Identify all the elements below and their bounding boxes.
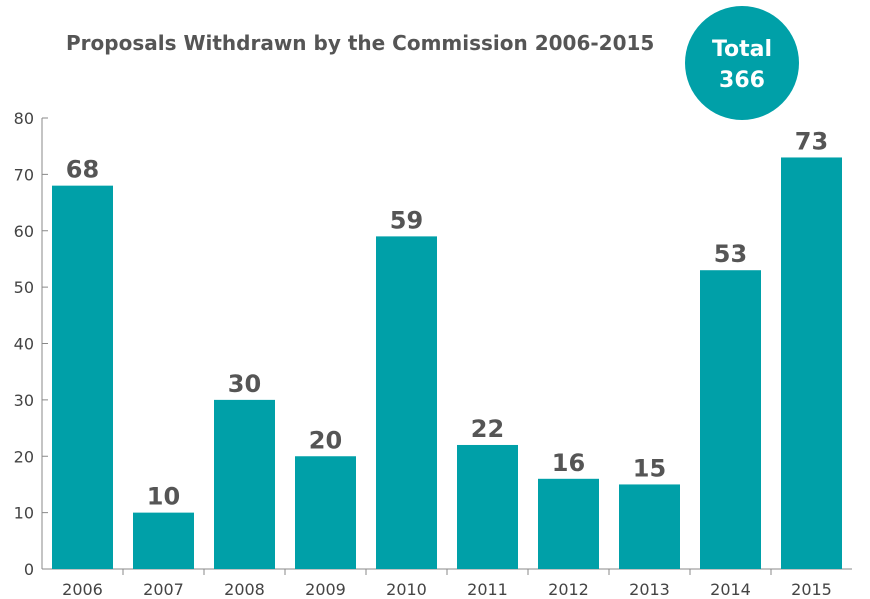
total-badge-circle [685, 6, 799, 120]
bar-2012 [538, 478, 599, 569]
bar-value-label: 30 [228, 370, 261, 398]
bar-2010 [376, 236, 437, 569]
total-badge-value: 366 [719, 68, 765, 93]
bar-value-label: 53 [714, 240, 747, 268]
total-badge-label: Total [712, 37, 772, 62]
bar-value-label: 22 [471, 415, 504, 443]
bar-2013 [619, 484, 680, 569]
y-tick-label: 70 [14, 165, 34, 184]
bar-value-label: 20 [309, 426, 342, 454]
bar-2008 [214, 399, 275, 569]
bar-2009 [295, 456, 356, 569]
bar-value-label: 15 [633, 454, 666, 482]
bar-value-label: 68 [66, 156, 99, 184]
bar-value-label: 59 [390, 206, 423, 234]
x-tick-label: 2012 [548, 580, 589, 599]
x-tick-label: 2006 [62, 580, 103, 599]
y-tick-label: 30 [14, 391, 34, 410]
x-tick-label: 2014 [710, 580, 751, 599]
x-tick-label: 2009 [305, 580, 346, 599]
x-tick-label: 2013 [629, 580, 670, 599]
bar-value-label: 16 [552, 449, 585, 477]
total-badge: Total 366 [685, 6, 799, 120]
bar-2014 [700, 270, 761, 569]
x-tick-label: 2011 [467, 580, 508, 599]
bar-value-label: 10 [147, 483, 180, 511]
x-tick-label: 2008 [224, 580, 265, 599]
x-tick-label: 2007 [143, 580, 184, 599]
y-tick-label: 10 [14, 504, 34, 523]
x-tick-label: 2015 [791, 580, 832, 599]
y-tick-label: 20 [14, 447, 34, 466]
bar-2007 [133, 512, 194, 569]
bar-2015 [781, 157, 842, 569]
bars: 68 10 30 20 59 22 16 15 53 73 [52, 127, 842, 569]
y-tick-label: 60 [14, 222, 34, 241]
bar-2006 [52, 185, 113, 569]
y-tick-label: 0 [24, 560, 34, 579]
y-tick-label: 40 [14, 335, 34, 354]
x-tick-label: 2010 [386, 580, 427, 599]
y-tick-label: 50 [14, 278, 34, 297]
y-tick-label: 80 [14, 109, 34, 128]
bar-2011 [457, 444, 518, 569]
chart-title: Proposals Withdrawn by the Commission 20… [66, 31, 654, 55]
bar-value-label: 73 [795, 127, 828, 155]
